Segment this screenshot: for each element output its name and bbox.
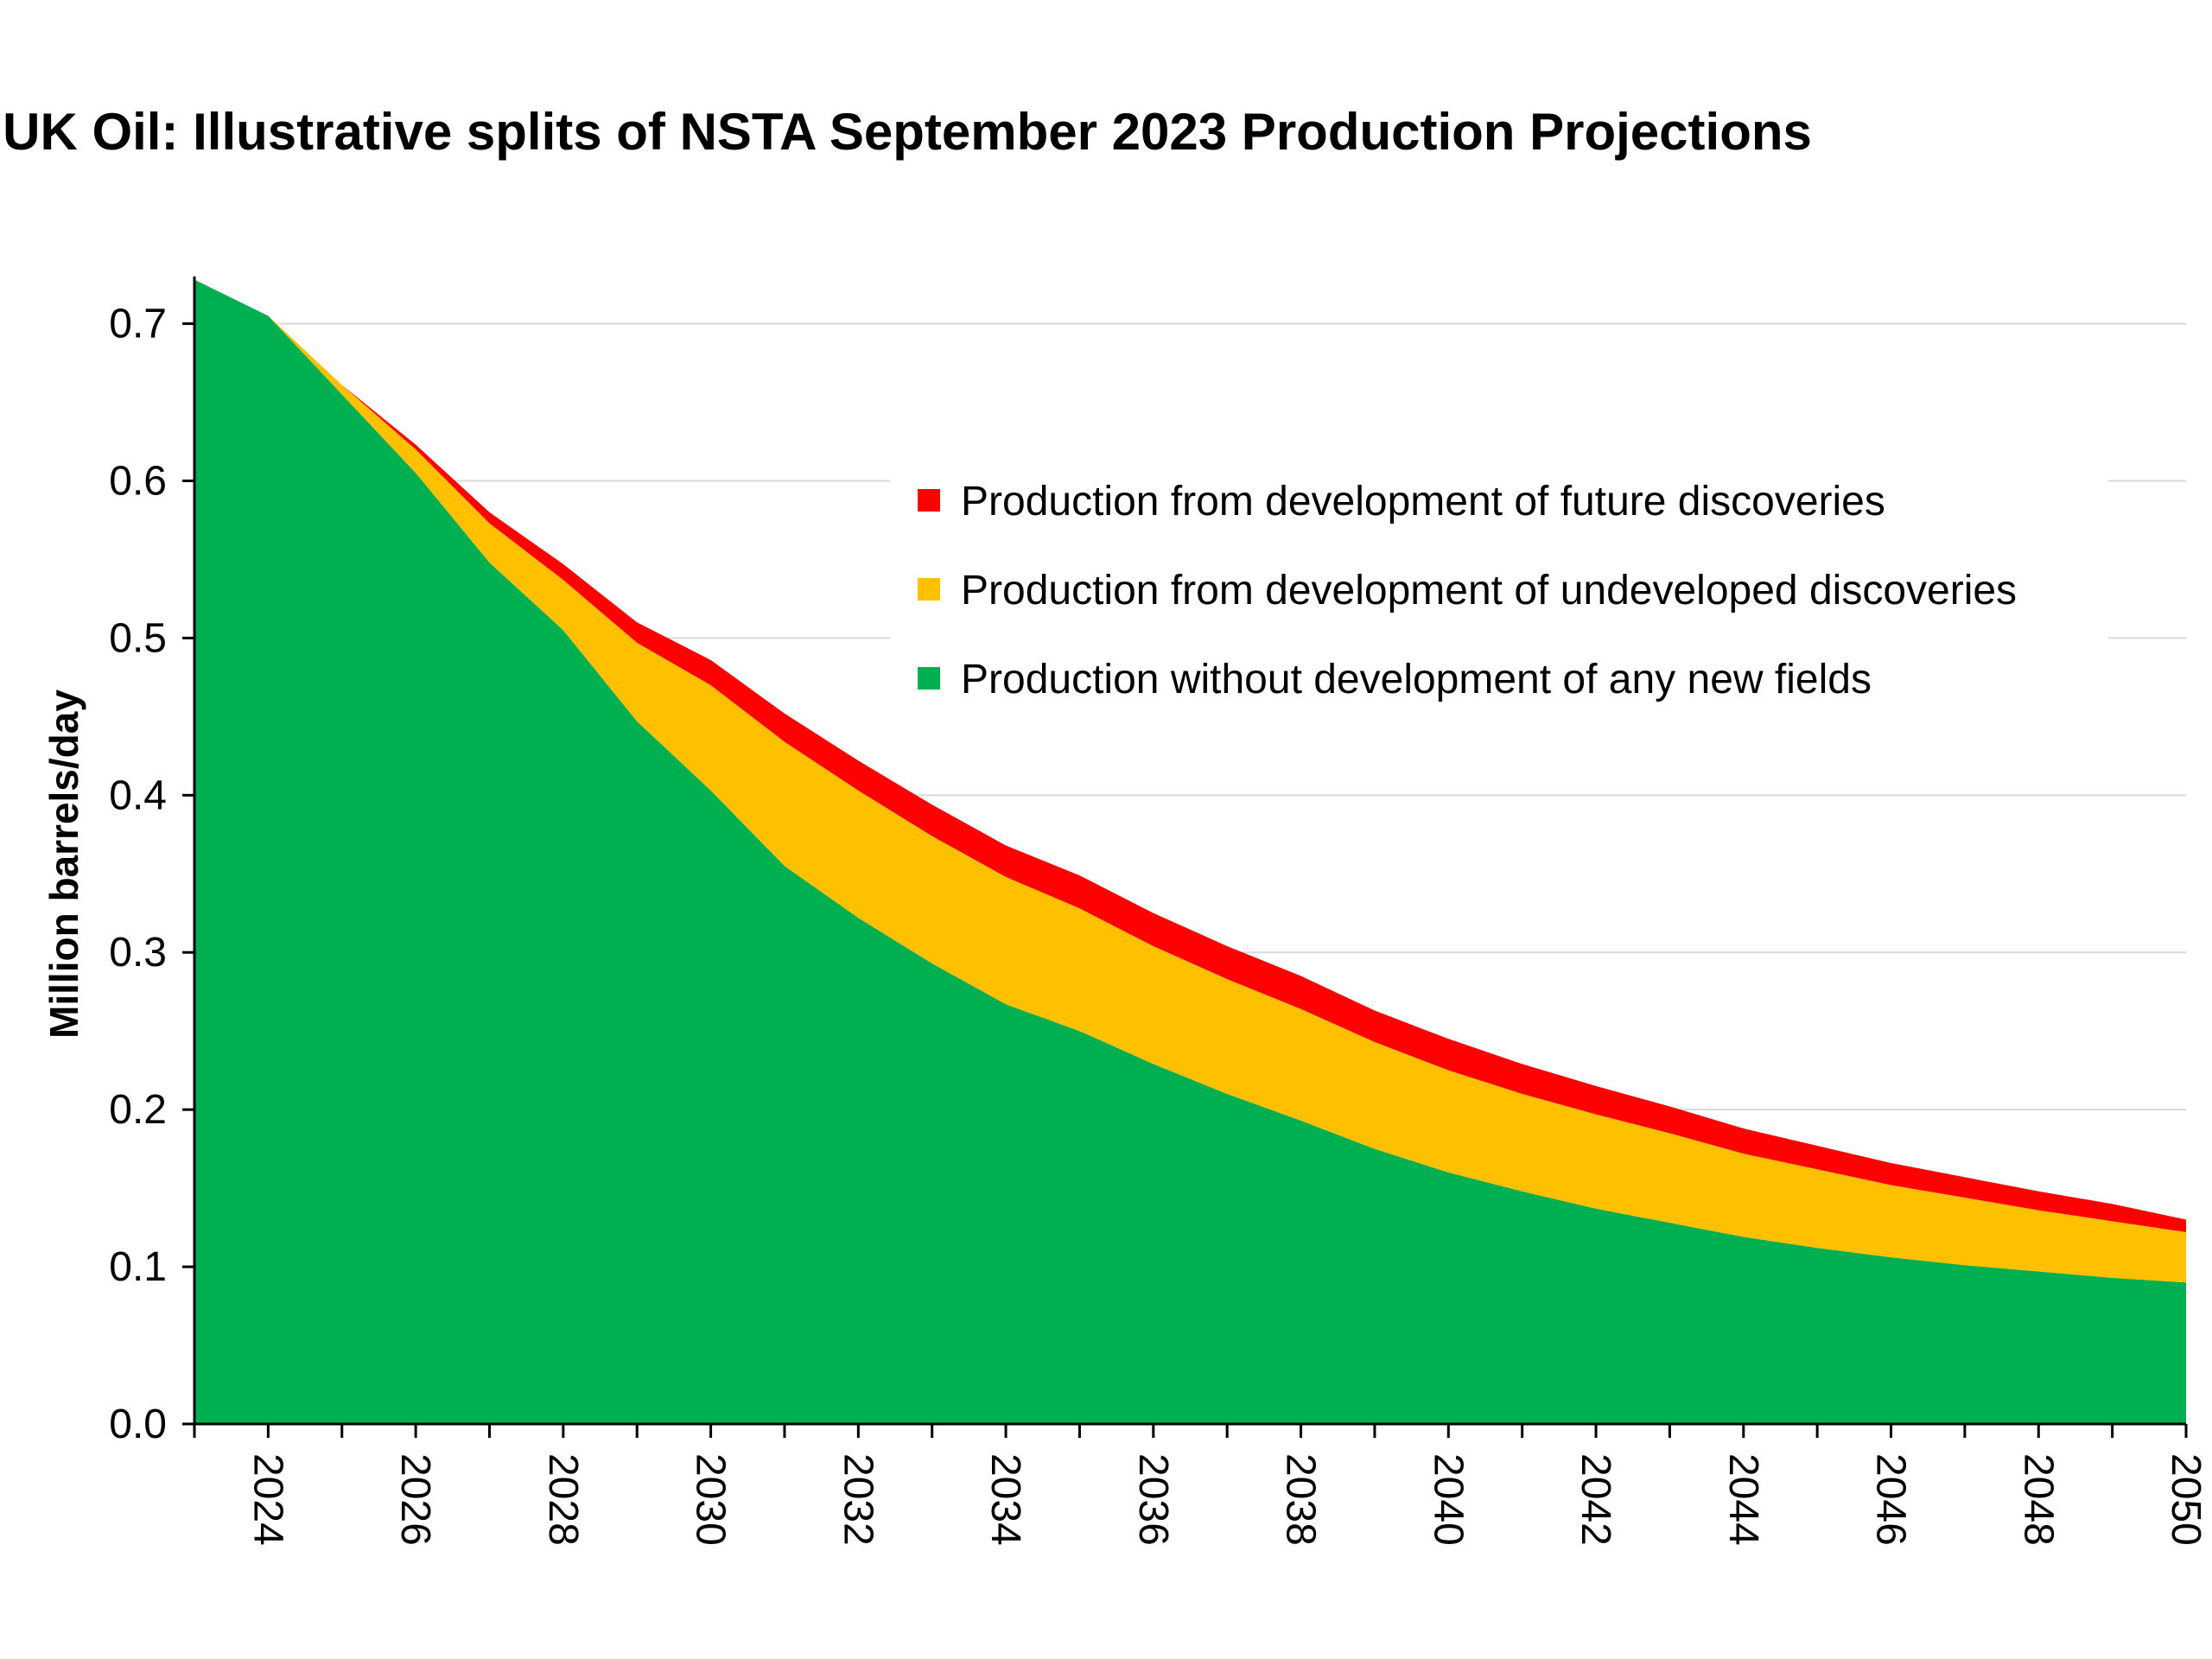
legend-swatch [918,578,940,601]
legend-swatch [918,667,940,690]
x-tick-label: 2040 [1425,1453,1471,1546]
x-tick-label: 2042 [1573,1453,1618,1546]
x-tick-label: 2024 [245,1453,290,1546]
y-tick-label: 0.2 [109,1087,167,1133]
x-tick-label: 2038 [1278,1453,1324,1546]
y-tick-label: 0.0 [109,1402,167,1447]
area-series [194,279,2186,1424]
y-tick-label: 0.4 [109,772,167,818]
y-tick-label: 0.7 [109,302,167,347]
legend-label: Production from development of undevelop… [961,568,2017,613]
x-tick-label: 2050 [2163,1453,2209,1546]
x-tick-label: 2044 [1720,1453,1766,1546]
legend-label: Production from development of future di… [961,479,1885,524]
x-tick-label: 2030 [688,1453,734,1546]
x-tick-label: 2028 [540,1453,586,1546]
x-tick-label: 2036 [1130,1453,1176,1546]
y-tick-label: 0.5 [109,615,167,661]
y-tick-label: 0.6 [109,458,167,504]
x-tick-label: 2046 [1868,1453,1914,1546]
legend-label: Production without development of any ne… [961,657,1872,702]
y-axis-title: Million barrels/day [41,690,86,1039]
legend: Production from development of future di… [890,449,2108,709]
area-series-1 [194,279,2186,1424]
x-tick-label: 2026 [392,1453,438,1546]
legend-swatch [918,489,940,512]
x-tick-label: 2034 [982,1453,1028,1546]
y-tick-label: 0.1 [109,1244,167,1290]
axes: 0.0 0.1 0.2 0.3 0.4 0.5 0.6 0.7 2024 2026 2028 2030… [109,276,2209,1546]
legend-background [890,449,2108,709]
y-tick-label: 0.3 [109,930,167,976]
x-tick-label: 2048 [2015,1453,2061,1546]
x-tick-label: 2032 [835,1453,880,1546]
chart-title: UK Oil: Illustrative splits of NSTA Sept… [3,103,1812,161]
